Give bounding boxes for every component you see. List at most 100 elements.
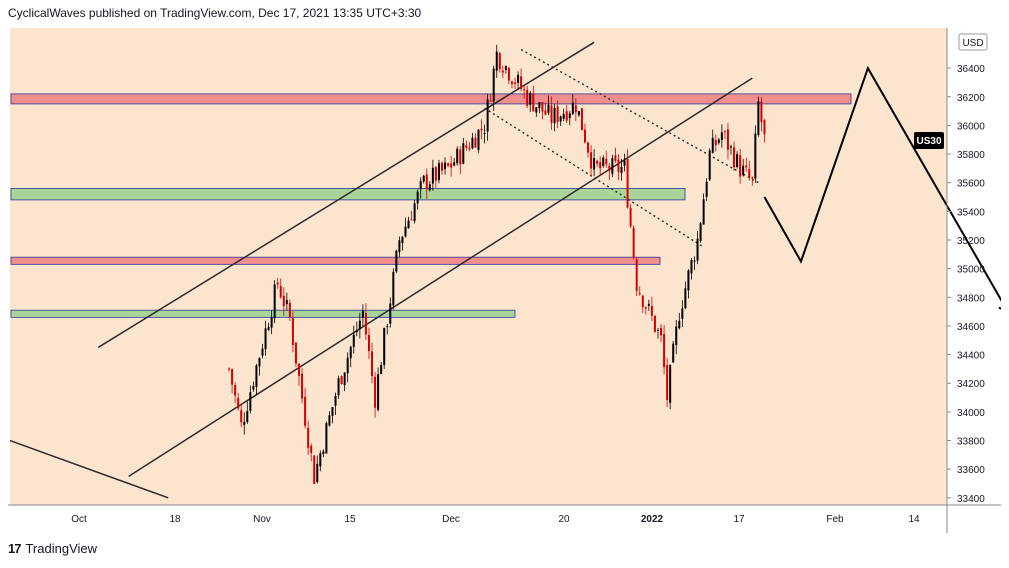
- candle-body: [663, 333, 666, 368]
- candle: [535, 107, 538, 117]
- candle: [246, 401, 249, 424]
- tradingview-footer[interactable]: 17 TradingView: [8, 541, 97, 556]
- candle: [364, 303, 367, 341]
- candle: [663, 324, 666, 375]
- candle-body: [240, 410, 243, 423]
- price-tick-label: 36000: [957, 121, 985, 132]
- candle: [231, 368, 234, 394]
- candle: [395, 249, 398, 274]
- candle: [380, 361, 383, 375]
- candle: [325, 421, 328, 454]
- candle-body: [678, 320, 681, 329]
- price-tick-label: 36200: [957, 93, 985, 104]
- candle: [276, 278, 279, 289]
- currency-box[interactable]: [958, 33, 988, 51]
- candle-body: [504, 66, 507, 70]
- candle-body: [313, 455, 316, 484]
- candle: [720, 124, 723, 148]
- candle-body: [714, 140, 717, 146]
- candle-body: [711, 137, 714, 153]
- candle: [711, 129, 714, 154]
- candle-body: [726, 129, 729, 150]
- candle-body: [623, 160, 626, 166]
- candle-body: [352, 334, 355, 347]
- symbol-badge-label: US30: [916, 136, 941, 147]
- candle-body: [547, 104, 550, 113]
- candle-body: [380, 365, 383, 375]
- candle: [237, 392, 240, 411]
- candle-body: [349, 346, 352, 359]
- candle-body: [462, 143, 465, 164]
- candle: [486, 93, 489, 141]
- candle: [644, 306, 647, 315]
- candle-body: [590, 152, 593, 169]
- candle-body: [231, 369, 234, 385]
- candle-body: [562, 113, 565, 119]
- candle-body: [285, 300, 288, 305]
- candle: [264, 320, 267, 356]
- candle-body: [653, 315, 656, 332]
- candle-body: [361, 310, 364, 318]
- price-axis[interactable]: 33400 33600 33800 34000 34200 34400 34600 34800…: [947, 64, 985, 505]
- candle-body: [599, 162, 602, 169]
- candle-body: [492, 68, 495, 102]
- price-chart[interactable]: 33400 33600 33800 34000 34200 34400 34600 34800…: [8, 28, 1009, 533]
- candle-body: [255, 365, 258, 387]
- candle: [562, 108, 565, 122]
- candle-body: [733, 147, 736, 168]
- candle-body: [386, 326, 389, 328]
- candle: [444, 157, 447, 175]
- candle: [273, 280, 276, 324]
- candle-body: [510, 81, 513, 85]
- candle-body: [276, 282, 279, 285]
- candle-body: [447, 163, 450, 166]
- candle-body: [553, 108, 556, 124]
- candle-body: [422, 175, 425, 182]
- candle-body: [611, 158, 614, 174]
- candle-body: [708, 150, 711, 180]
- candle: [568, 111, 571, 126]
- candle: [596, 159, 599, 167]
- time-tick-label: 18: [169, 514, 181, 525]
- candle-body: [477, 129, 480, 150]
- candle-body: [471, 137, 474, 149]
- candle-body: [437, 163, 440, 181]
- candle-body: [577, 111, 580, 116]
- candle-body: [720, 132, 723, 141]
- plot-area[interactable]: [10, 28, 947, 505]
- candle: [389, 297, 392, 328]
- candle: [495, 44, 498, 78]
- falling-channel-upper-line: [520, 48, 759, 184]
- candle-body: [660, 327, 663, 336]
- candle: [374, 372, 377, 418]
- candle-body: [440, 162, 443, 171]
- candle: [708, 148, 711, 182]
- candle: [739, 148, 742, 184]
- candle: [258, 357, 261, 376]
- candle: [386, 323, 389, 335]
- candle: [571, 94, 574, 115]
- candle-body: [334, 395, 337, 406]
- channel-upper-line: [97, 41, 595, 349]
- candle: [730, 144, 733, 155]
- candle: [249, 385, 252, 414]
- chart-panel[interactable]: 33400 33600 33800 34000 34200 34400 34600 34800…: [8, 28, 1009, 533]
- candle-body: [404, 226, 407, 237]
- time-tick-label: 14: [908, 514, 920, 525]
- candle-body: [419, 180, 422, 190]
- time-axis[interactable]: Oct 18 Nov 15 Dec 20 2022 17 Feb 14: [71, 514, 920, 525]
- candle: [763, 119, 766, 143]
- candle: [349, 345, 352, 368]
- candle-body: [270, 317, 273, 328]
- candle-body: [690, 259, 693, 274]
- candle: [629, 204, 632, 228]
- candle: [340, 375, 343, 385]
- candle: [656, 328, 659, 339]
- candle-body: [340, 376, 343, 384]
- candle-body: [489, 100, 492, 102]
- candle: [416, 189, 419, 210]
- candle: [428, 181, 431, 192]
- candle-body: [282, 295, 285, 307]
- candle-body: [249, 392, 252, 411]
- candle-body: [395, 250, 398, 272]
